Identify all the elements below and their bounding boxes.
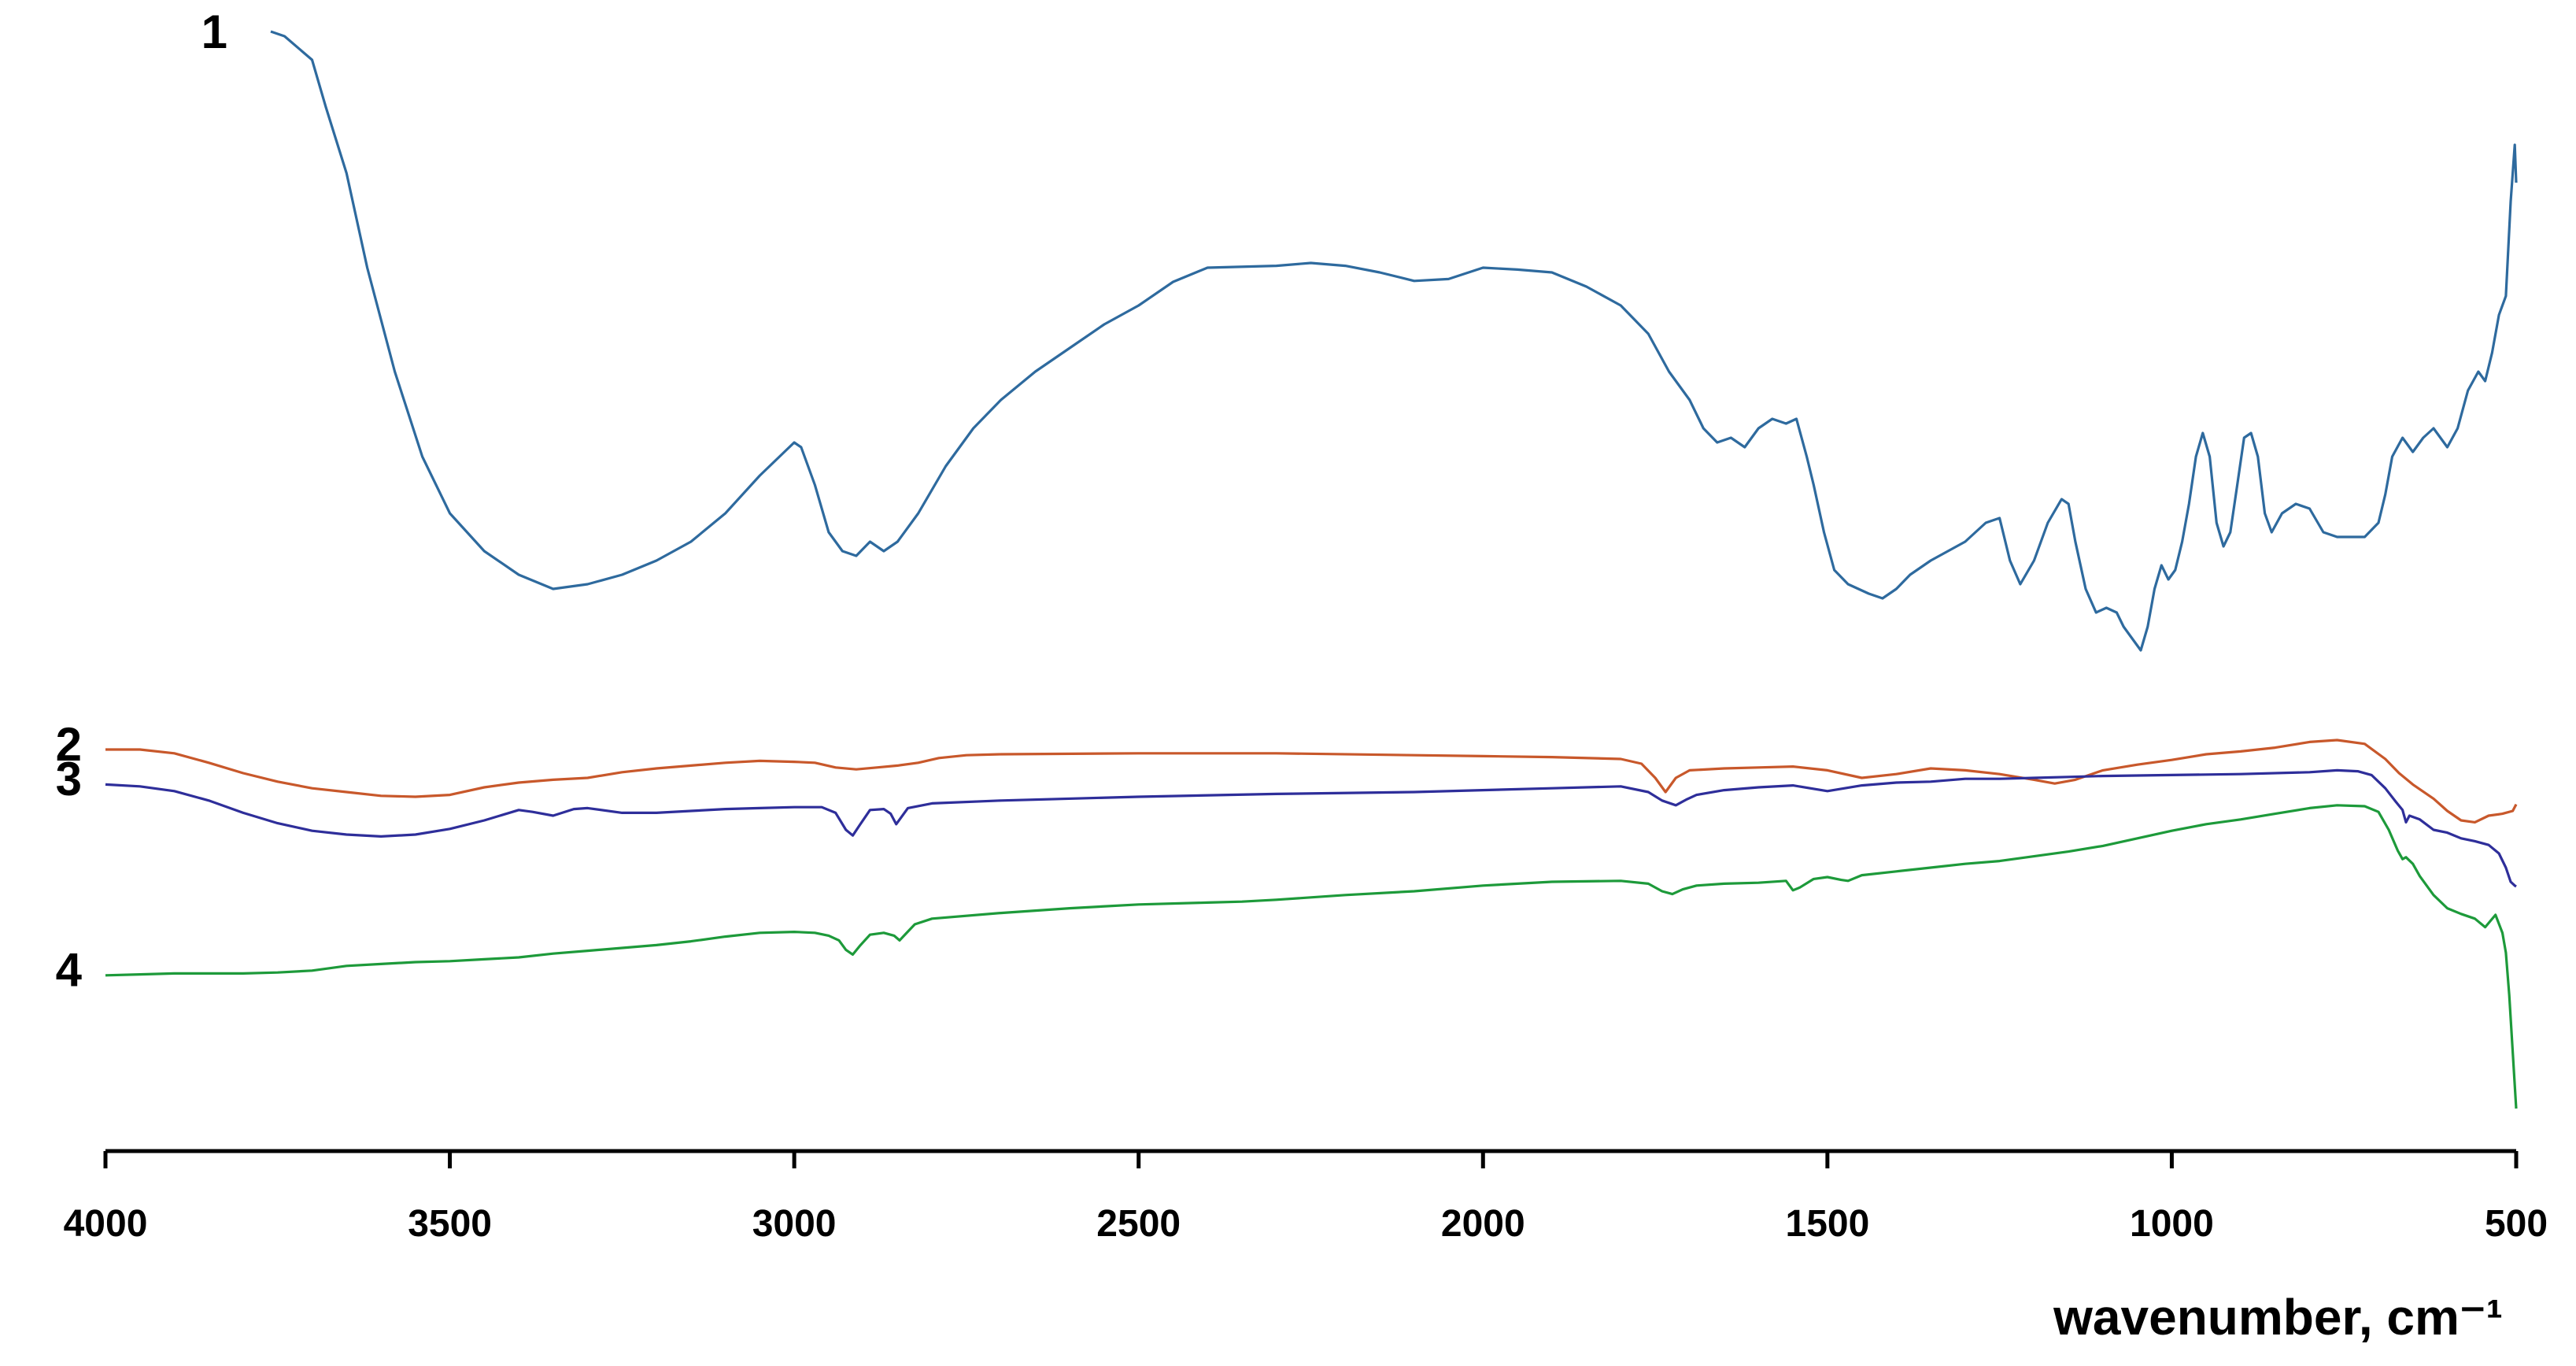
x-tick-label-500: 500	[2485, 1203, 2548, 1245]
series-1-line	[270, 30, 2518, 652]
x-tick-label-1000: 1000	[2130, 1203, 2214, 1245]
x-tick-label-2500: 2500	[1096, 1203, 1181, 1245]
series-3-label: 3	[56, 753, 82, 805]
x-axis-title: wavenumber, cm⁻¹	[2053, 1289, 2503, 1346]
x-tick-label-3500: 3500	[408, 1203, 492, 1245]
series-2-label: 2	[56, 718, 82, 771]
series-4-line	[105, 804, 2518, 1109]
x-tick-label-1500: 1500	[1786, 1203, 1870, 1245]
series-4-label: 4	[56, 944, 83, 997]
x-tick-label-2000: 2000	[1441, 1203, 1525, 1245]
x-tick-label-4000: 4000	[64, 1203, 148, 1245]
x-axis-ticks: 4000 3500 3000 2500 2000 1500 1000 500	[64, 1151, 2548, 1245]
x-tick-label-3000: 3000	[752, 1203, 837, 1245]
series-layer	[105, 30, 2518, 1109]
series-3-line	[105, 768, 2517, 888]
series-labels: 1 23 4	[56, 6, 227, 997]
series-1-label: 1	[201, 6, 227, 58]
series-2-line	[105, 739, 2518, 824]
